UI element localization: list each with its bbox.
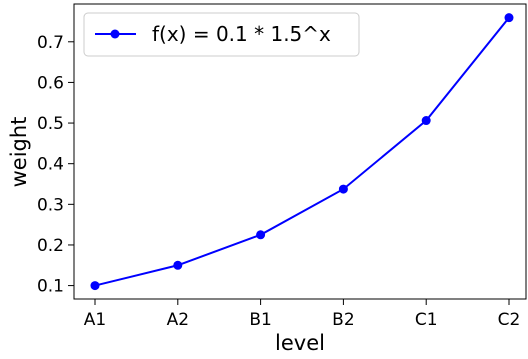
y-tick-label: 0.2 <box>37 236 64 256</box>
series-line <box>94 17 510 287</box>
x-tick-label: B2 <box>332 310 354 330</box>
y-tick-label: 0.1 <box>37 277 64 297</box>
data-point <box>173 260 183 270</box>
x-tick-label: A2 <box>167 310 189 330</box>
data-point <box>504 13 514 23</box>
x-tick-label: C2 <box>498 310 521 330</box>
series-layer <box>90 13 514 291</box>
data-point <box>90 281 100 291</box>
y-tick-label: 0.5 <box>37 114 64 134</box>
legend: f(x) = 0.1 * 1.5^x <box>83 12 360 57</box>
y-tick-label: 0.3 <box>37 195 64 215</box>
y-axis-label: weight <box>7 117 31 188</box>
x-axis-label: level <box>275 331 325 355</box>
x-tick-label: A1 <box>84 310 106 330</box>
x-tick-label: C1 <box>415 310 438 330</box>
y-axis-ticks: 0.1 0.2 0.3 0.4 0.5 0.6 0.7 <box>37 33 74 297</box>
legend-marker <box>110 29 120 39</box>
y-tick-label: 0.7 <box>37 33 64 53</box>
data-point <box>256 230 266 240</box>
x-axis-ticks: A1 A2 B1 B2 C1 C2 <box>84 299 521 330</box>
y-tick-label: 0.6 <box>37 73 64 93</box>
legend-label: f(x) = 0.1 * 1.5^x <box>152 22 331 46</box>
data-point <box>421 116 431 126</box>
legend-box <box>83 12 360 57</box>
data-point <box>338 184 348 194</box>
x-tick-label: B1 <box>249 310 271 330</box>
y-tick-label: 0.4 <box>37 155 64 175</box>
